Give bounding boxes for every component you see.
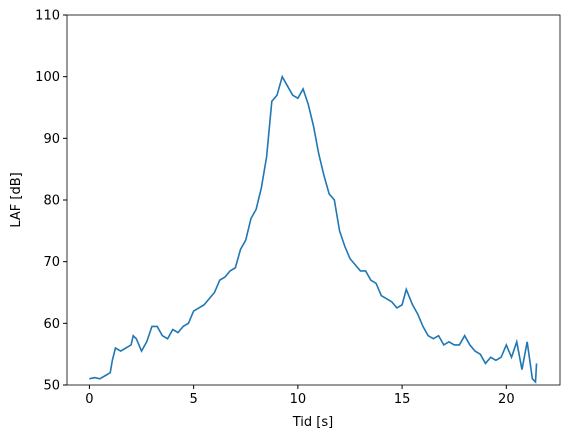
x-tick-label: 10 [290,392,307,407]
y-tick-label: 60 [43,317,60,332]
x-axis-label: Tid [s] [292,415,333,430]
y-tick-label: 50 [43,379,60,394]
y-tick-label: 100 [35,70,60,85]
plot-frame [66,14,561,386]
line [89,74,538,384]
x-tick-label: 0 [85,392,93,407]
y-tick-label: 90 [43,132,60,147]
x-tick-label: 5 [189,392,197,407]
y-tick-label: 80 [43,194,60,209]
y-tick-label: 110 [35,9,60,24]
y-axis-label: LAF [dB] [9,172,24,227]
x-tick-label: 15 [394,392,411,407]
y-tick-label: 70 [43,255,60,270]
x-tick-label: 20 [498,392,515,407]
